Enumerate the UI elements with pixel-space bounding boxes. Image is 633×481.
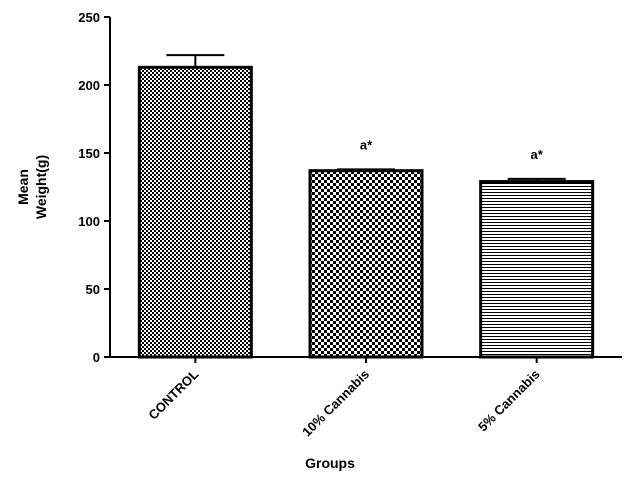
x-tick-label: CONTROL	[145, 366, 201, 422]
x-tick-label: 5% Cannabis	[475, 367, 543, 435]
x-axis: CONTROL 10% Cannabis 5% Cannabis	[110, 356, 622, 440]
x-axis-title: Groups	[305, 455, 355, 471]
y-tick-label: 100	[78, 214, 100, 229]
y-axis-title-line-2: Weight(g)	[33, 155, 49, 219]
y-axis-title-line-1: Mean	[15, 169, 31, 205]
y-tick-label: 0	[93, 350, 100, 365]
significance-annotation: a*	[360, 137, 373, 152]
bars: a* a*	[137, 54, 595, 359]
y-tick-label: 250	[78, 10, 100, 25]
bar-5-cannabis	[479, 180, 595, 359]
y-tick-label: 50	[86, 282, 100, 297]
axis-labels: Mean Weight(g) Groups	[15, 155, 355, 471]
y-tick-label: 150	[78, 146, 100, 161]
bar-control	[137, 65, 253, 359]
bar-10-cannabis	[308, 169, 424, 359]
significance-annotation: a*	[531, 147, 544, 162]
x-tick-label: 10% Cannabis	[299, 367, 372, 440]
y-tick-label: 200	[78, 78, 100, 93]
y-axis: 0 50 100 150 200 250	[78, 10, 111, 365]
